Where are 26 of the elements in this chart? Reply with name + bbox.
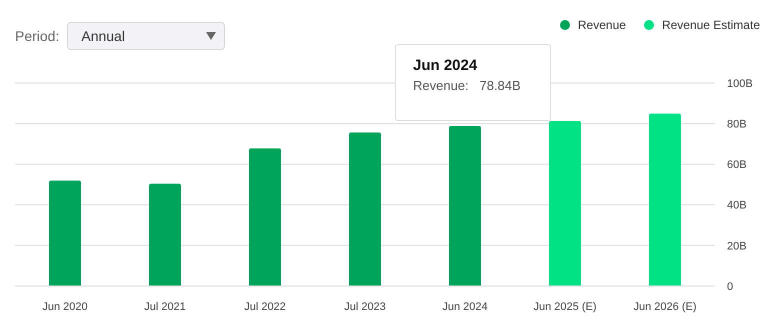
tooltip-box: Jun 2024 Revenue: 78.84B — [395, 44, 551, 121]
bar — [349, 132, 381, 286]
legend-label: Revenue Estimate — [662, 18, 760, 32]
y-tick-label: 100B — [727, 78, 753, 90]
x-tick-label: Jul 2021 — [144, 300, 186, 313]
bar — [549, 120, 581, 286]
annotation: Revenue: 78.84B — [413, 78, 522, 93]
x-tick-label: Jul 2023 — [344, 300, 386, 313]
bar — [149, 184, 181, 286]
y-tick-label: 20B — [727, 240, 747, 252]
x-tick-label: Jun 2026 (E) — [634, 300, 696, 313]
x-tick-label: Jun 2024 — [442, 300, 488, 313]
bar — [649, 114, 681, 286]
y-tick-label: 60B — [727, 159, 747, 172]
y-tick-label: 80B — [727, 118, 747, 131]
y-tick-label: 40B — [727, 200, 747, 212]
bar — [449, 126, 481, 286]
x-tick-label: Jun 2025 (E) — [534, 300, 596, 313]
text: Period: — [15, 28, 60, 44]
x-tick-label: Jul 2022 — [244, 300, 286, 313]
bar — [249, 148, 281, 286]
dropdown-field: Annual — [67, 22, 226, 50]
x-tick-label: Jun 2020 — [42, 300, 88, 313]
bar — [49, 180, 81, 286]
y-tick-label: 0 — [727, 280, 734, 293]
legend-label: Revenue — [578, 18, 626, 32]
